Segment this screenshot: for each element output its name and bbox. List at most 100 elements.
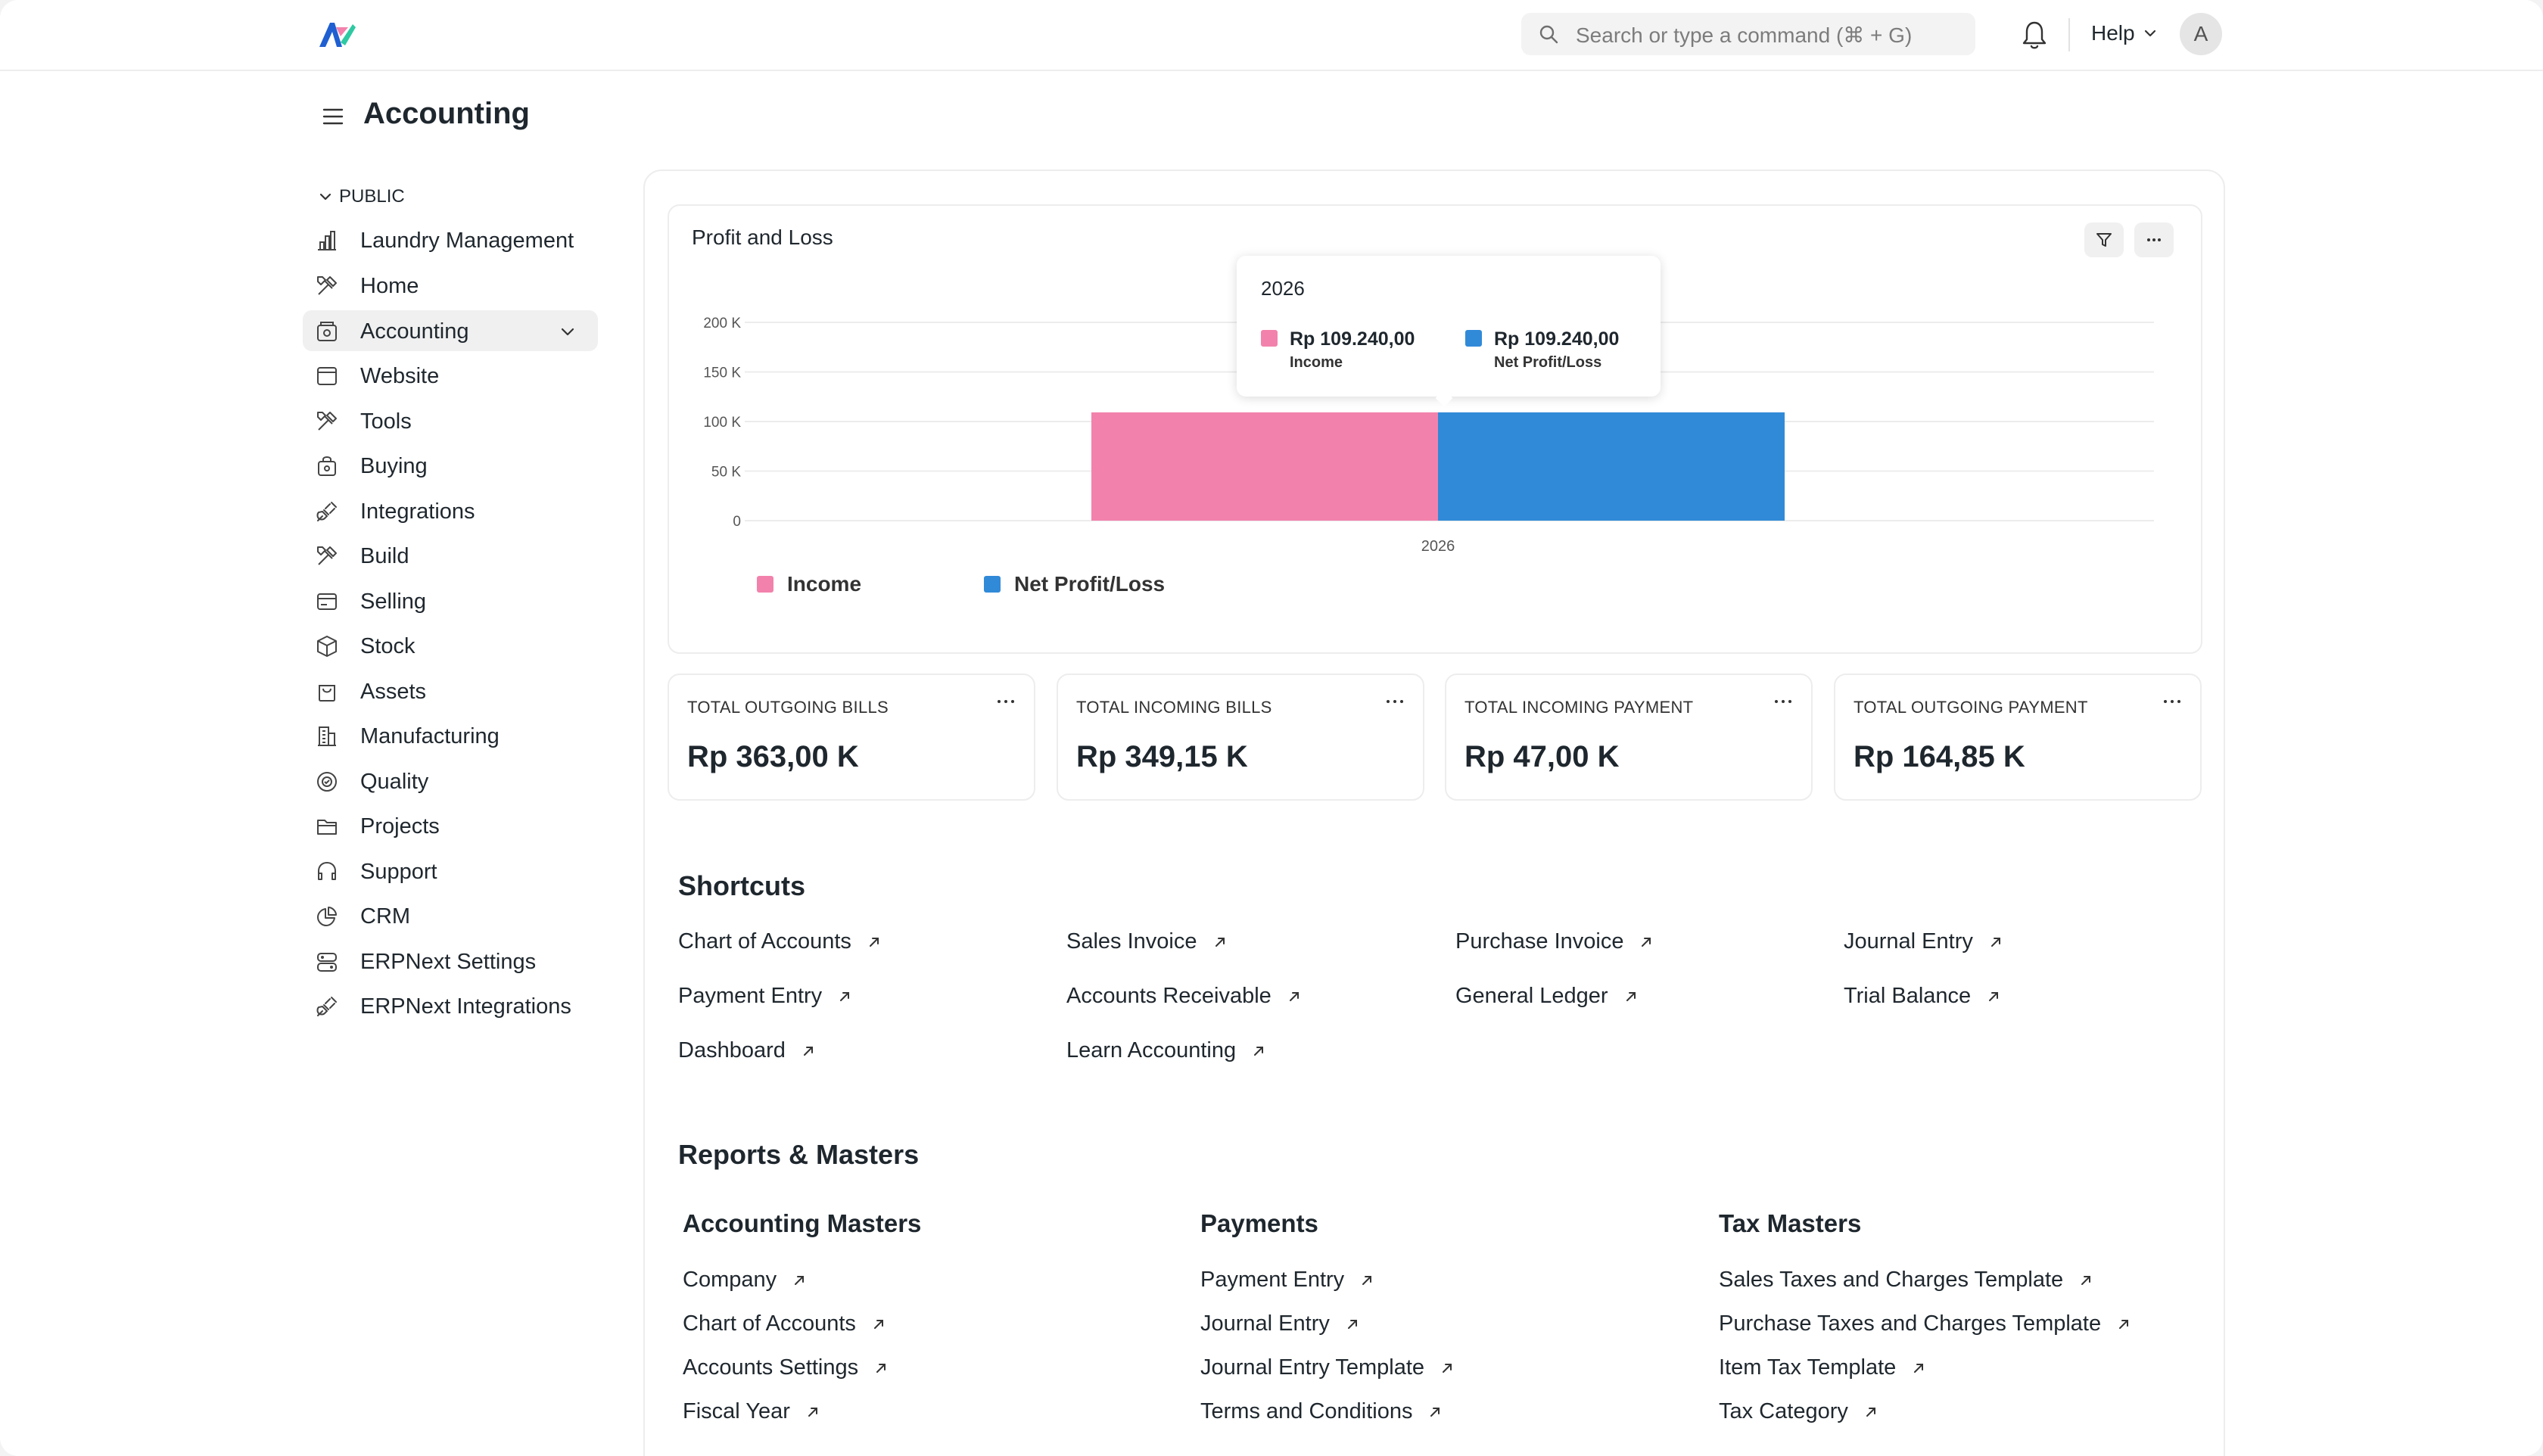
link-purchase-taxes-template[interactable]: Purchase Taxes and Charges Template [1719,1311,2131,1336]
sidebar-item-crm[interactable]: CRM [303,895,598,936]
menu-toggle-icon[interactable] [321,104,345,129]
number-card-total-incoming-bills[interactable]: TOTAL INCOMING BILLS Rp 349,15 K [1057,674,1424,801]
chart-more-button[interactable] [2134,222,2174,257]
navbar-divider [2068,18,2070,51]
notification-bell-icon[interactable] [2021,20,2048,50]
headset-icon [318,862,336,880]
external-arrow-icon [1642,937,1651,947]
link-journal-entry[interactable]: Journal Entry [1200,1311,1360,1336]
sidebar-item-erpnext-integrations[interactable]: ERPNext Integrations [303,985,598,1026]
shortcut-purchase-invoice[interactable]: Purchase Invoice [1455,929,1654,954]
number-card-total-incoming-payment[interactable]: TOTAL INCOMING PAYMENT Rp 47,00 K [1445,674,1813,801]
card-title-tax-masters: Tax Masters [1719,1209,1862,1237]
shortcut-label: Chart of Accounts [678,929,851,954]
shortcut-sales-invoice[interactable]: Sales Invoice [1066,929,1228,954]
sidebar-item-laundry-management[interactable]: Laundry Management [303,219,598,260]
sidebar-item-label: Tools [360,409,412,434]
sidebar-item-assets[interactable]: Assets [303,670,598,711]
link-accounts-settings[interactable]: Accounts Settings [683,1355,889,1380]
chart-tooltip: 2026 Rp 109.240,00 Income Rp 109.240,00 … [1237,256,1661,397]
sidebar-item-projects[interactable]: Projects [303,805,598,846]
tooltip-series-name: Income [1290,354,1343,371]
sidebar-item-build[interactable]: Build [303,535,598,576]
tools-icon [317,546,337,565]
card-icon [317,593,337,610]
tooltip-title: 2026 [1261,277,1305,300]
legend-swatch [984,576,1001,593]
sidebar-item-stock[interactable]: Stock [303,625,598,666]
legend-item-net-profit-loss[interactable]: Net Profit/Loss [984,572,1165,596]
link-tax-category[interactable]: Tax Category [1719,1399,1878,1424]
shortcut-payment-entry[interactable]: Payment Entry [678,984,852,1009]
sidebar-item-home[interactable]: Home [303,265,598,306]
sidebar-item-label: CRM [360,904,411,929]
sidebar-item-label: Accounting [360,319,469,344]
shortcut-trial-balance[interactable]: Trial Balance [1844,984,2001,1009]
sidebar-item-buying[interactable]: Buying [303,445,598,486]
sidebar-item-erpnext-settings[interactable]: ERPNext Settings [303,941,598,982]
link-journal-entry-template[interactable]: Journal Entry Template [1200,1355,1455,1380]
external-arrow-icon [2081,1275,2091,1285]
link-label: Fiscal Year [683,1399,790,1423]
search-bar[interactable]: Search or type a command (⌘ + G) [1521,13,1975,55]
filter-icon [2096,233,2112,247]
sidebar-item-website[interactable]: Website [303,355,598,396]
link-company[interactable]: Company [683,1268,807,1293]
sidebar-item-selling[interactable]: Selling [303,580,598,621]
sidebar-item-label: Integrations [360,499,475,524]
sidebar-item-accounting[interactable]: Accounting [303,310,598,351]
more-options-icon[interactable] [2162,698,2182,705]
avatar[interactable]: A [2180,13,2222,55]
link-fiscal-year[interactable]: Fiscal Year [683,1399,820,1424]
link-terms-and-conditions[interactable]: Terms and Conditions [1200,1399,1443,1424]
legend-label: Net Profit/Loss [1014,572,1166,596]
shortcut-journal-entry[interactable]: Journal Entry [1844,929,2003,954]
sidebar-item-manufacturing[interactable]: Manufacturing [303,715,598,756]
number-card-total-outgoing-bills[interactable]: TOTAL OUTGOING BILLS Rp 363,00 K [668,674,1035,801]
sidebar-item-quality[interactable]: Quality [303,761,598,801]
shortcut-chart-of-accounts[interactable]: Chart of Accounts [678,929,882,954]
external-arrow-icon [1914,1363,1924,1373]
sidebar-item-label: Selling [360,590,427,614]
shortcut-general-ledger[interactable]: General Ledger [1455,984,1639,1009]
bag-icon [319,685,335,702]
chevron-down-icon[interactable] [559,322,577,341]
sidebar-item-tools[interactable]: Tools [303,400,598,441]
shortcut-learn-accounting[interactable]: Learn Accounting [1066,1038,1266,1063]
legend-item-income[interactable]: Income [757,572,861,596]
more-options-icon [2147,238,2161,241]
link-sales-taxes-template[interactable]: Sales Taxes and Charges Template [1719,1268,2093,1293]
bar-income[interactable] [1091,412,1438,521]
y-tick-label: 50 K [711,465,741,481]
link-item-tax-template[interactable]: Item Tax Template [1719,1355,1926,1380]
help-label: Help [2091,21,2135,45]
link-label: Tax Category [1719,1399,1848,1423]
external-arrow-icon [1443,1363,1452,1373]
legend-label: Income [787,572,862,596]
sidebar-section-public[interactable]: PUBLIC [318,186,405,207]
help-dropdown[interactable]: Help [2091,21,2158,45]
more-options-icon[interactable] [1773,698,1793,705]
sidebar-item-integrations[interactable]: Integrations [303,490,598,531]
page-title: Accounting [363,97,530,130]
external-arrow-icon [876,1363,886,1373]
app-logo[interactable] [318,20,357,50]
link-payment-entry[interactable]: Payment Entry [1200,1268,1374,1293]
x-tick-label: 2026 [1421,538,1455,555]
more-options-icon[interactable] [1385,698,1405,705]
sidebar-item-label: Buying [360,454,428,478]
shortcut-dashboard[interactable]: Dashboard [678,1038,816,1063]
link-label: Chart of Accounts [683,1311,856,1336]
tools-icon [317,412,337,431]
more-options-icon[interactable] [996,698,1016,705]
search-input[interactable]: Search or type a command (⌘ + G) [1576,23,1913,47]
sidebar-item-support[interactable]: Support [303,851,598,891]
bar-chart-icon [318,231,336,250]
link-chart-of-accounts[interactable]: Chart of Accounts [683,1311,886,1336]
number-card-total-outgoing-payment[interactable]: TOTAL OUTGOING PAYMENT Rp 164,85 K [1834,674,2202,801]
external-arrow-icon [1289,991,1299,1001]
shortcut-accounts-receivable[interactable]: Accounts Receivable [1066,984,1302,1009]
bar-net-profit-loss[interactable] [1438,412,1785,521]
reports-masters-title: Reports & Masters [678,1139,920,1170]
chart-filter-button[interactable] [2084,222,2124,257]
